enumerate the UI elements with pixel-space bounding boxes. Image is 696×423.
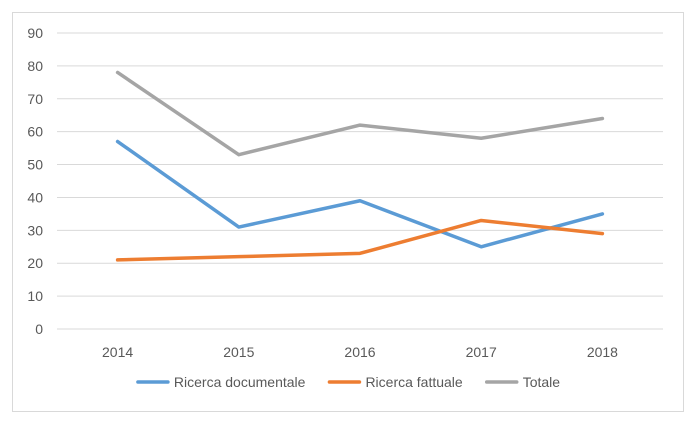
y-tick-label: 50 [27, 157, 43, 173]
x-tick-label: 2014 [102, 344, 133, 360]
x-tick-label: 2016 [344, 344, 375, 360]
line-chart: 0 10 20 30 40 50 60 70 80 90 2014 2015 2016 2017 2018… [27, 25, 663, 390]
series-line-2 [115, 70, 605, 157]
gridlines [57, 32, 663, 330]
y-tick-label: 30 [27, 222, 43, 238]
chart-frame: 0 10 20 30 40 50 60 70 80 90 2014 2015 2016 2017 2018… [12, 12, 684, 412]
legend-label-1: Ricerca fattuale [365, 374, 462, 390]
legend-label-0: Ricerca documentale [174, 374, 306, 390]
y-axis-ticks: 0 10 20 30 40 50 60 70 80 90 [27, 25, 43, 337]
y-tick-label: 80 [27, 58, 43, 74]
x-tick-label: 2018 [587, 344, 618, 360]
y-tick-label: 60 [27, 124, 43, 140]
legend-label-2: Totale [523, 374, 561, 390]
y-tick-label: 10 [27, 288, 43, 304]
y-tick-label: 40 [27, 189, 43, 205]
x-tick-label: 2015 [223, 344, 254, 360]
y-tick-label: 90 [27, 25, 43, 41]
series-line-1 [115, 218, 605, 262]
y-tick-label: 70 [27, 91, 43, 107]
series-lines [115, 70, 605, 262]
series-line-0 [115, 139, 605, 249]
x-tick-label: 2017 [466, 344, 497, 360]
y-tick-label: 0 [35, 321, 43, 337]
x-axis-ticks: 2014 2015 2016 2017 2018 [102, 344, 618, 360]
y-tick-label: 20 [27, 255, 43, 271]
legend: Ricerca documentale Ricerca fattuale Total… [136, 374, 561, 390]
